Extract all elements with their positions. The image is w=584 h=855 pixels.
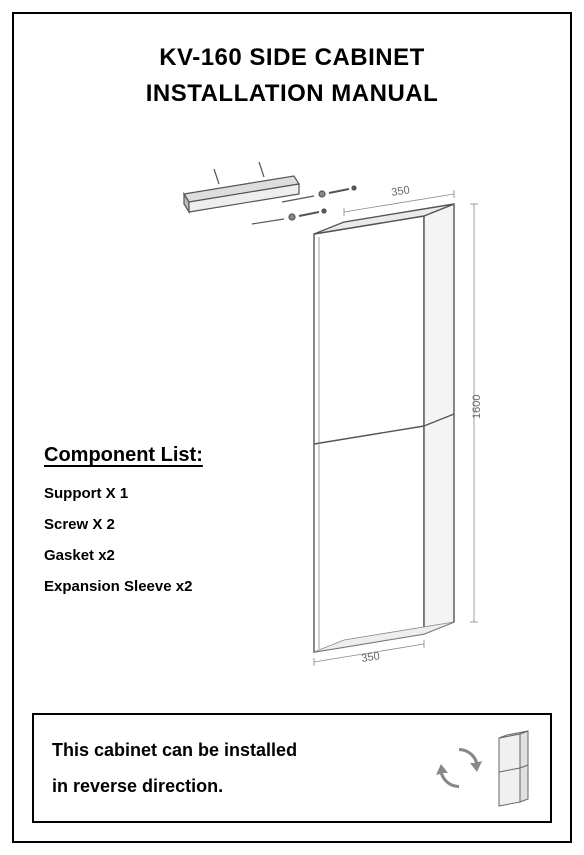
- note-text: This cabinet can be installed in reverse…: [52, 732, 436, 804]
- dim-top-width: 350: [391, 184, 411, 199]
- component-item: Support X 1: [44, 485, 203, 502]
- mini-cabinet-icon: [496, 728, 532, 808]
- component-item: Expansion Sleeve x2: [44, 578, 203, 595]
- dim-height: 1600: [471, 395, 483, 419]
- title-line-2: INSTALLATION MANUAL: [34, 80, 550, 108]
- dim-bottom-width: 350: [361, 650, 381, 665]
- component-item: Gasket x2: [44, 547, 203, 564]
- note-line-2: in reverse direction.: [52, 776, 223, 796]
- note-icons: [436, 728, 532, 808]
- component-list-heading: Component List:: [44, 444, 203, 467]
- title-line-1: KV-160 SIDE CABINET: [34, 44, 550, 72]
- reverse-arrows-icon: [436, 745, 482, 791]
- component-item: Screw X 2: [44, 516, 203, 533]
- page-frame: KV-160 SIDE CABINET INSTALLATION MANUAL: [12, 12, 572, 843]
- note-line-1: This cabinet can be installed: [52, 740, 297, 760]
- note-box: This cabinet can be installed in reverse…: [32, 713, 552, 823]
- component-list: Component List: Support X 1 Screw X 2 Ga…: [44, 444, 203, 609]
